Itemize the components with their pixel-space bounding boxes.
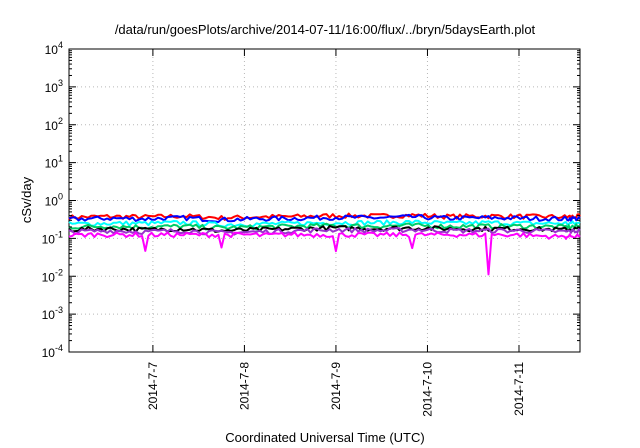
series-group [68, 212, 581, 276]
series-line-2 [68, 213, 581, 223]
y-tick-label: 103 [45, 78, 63, 95]
y-tick-label: 101 [45, 154, 63, 171]
x-tick-label: 2014-7-7 [146, 362, 160, 410]
y-axis-ticks: 10-4 10-3 10-2 10-1 100 101 102 103 104 [42, 40, 580, 360]
x-axis-ticks: 2014-7-7 2014-7-8 2014-7-9 2014-7-10 2014-7-… [146, 49, 526, 417]
x-tick-label: 2014-7-10 [420, 362, 434, 417]
series-line-6 [68, 227, 581, 236]
y-axis-label: cSv/day [19, 176, 34, 223]
y-tick-label: 10-3 [42, 305, 63, 322]
x-axis-label: Coordinated Universal Time (UTC) [225, 430, 424, 445]
y-tick-label: 104 [45, 40, 63, 57]
y-tick-label: 10-4 [42, 343, 63, 360]
chart-title: /data/run/goesPlots/archive/2014-07-11/1… [115, 22, 536, 37]
series-line-7 [68, 231, 581, 276]
y-tick-label: 10-2 [42, 267, 63, 284]
x-tick-label: 2014-7-8 [237, 362, 251, 410]
series-line-3 [68, 219, 581, 228]
x-tick-label: 2014-7-11 [512, 362, 526, 416]
x-tick-label: 2014-7-9 [329, 362, 343, 410]
y-tick-label: 100 [45, 192, 63, 209]
y-tick-label: 102 [45, 116, 63, 133]
y-tick-label: 10-1 [42, 229, 63, 246]
grid-lines [69, 49, 580, 352]
